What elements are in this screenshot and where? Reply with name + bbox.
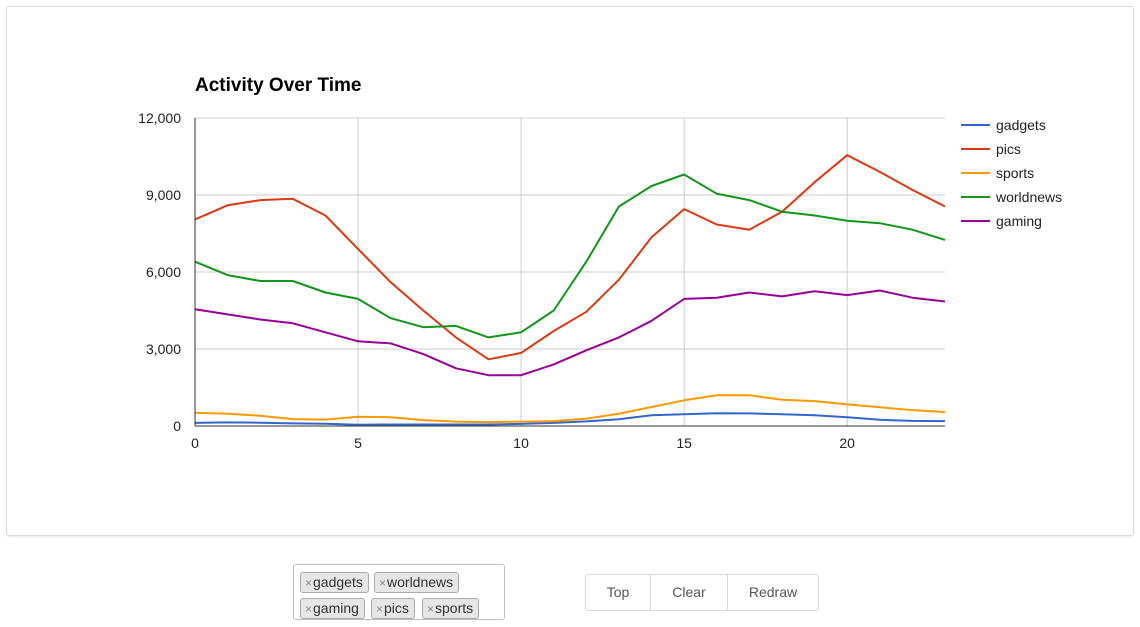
y-tick-label: 6,000: [146, 264, 181, 280]
y-tick-label: 12,000: [138, 110, 181, 126]
y-tick-label: 9,000: [146, 187, 181, 203]
legend-label-sports: sports: [996, 165, 1034, 181]
chart-legend: gadgets pics sports worldnews gaming: [961, 117, 1062, 229]
series-line-worldnews: [194, 173, 946, 339]
subreddit-tag-input[interactable]: ×gadgets ×worldnews ×gaming ×pics ×sport…: [293, 564, 505, 620]
y-tick-label: 0: [173, 418, 181, 434]
remove-tag-icon[interactable]: ×: [379, 576, 387, 590]
activity-chart: 0 3,000 6,000 9,000 12,000 0 5 10 15 20 Activity …: [138, 75, 1062, 451]
series-line-pics: [194, 154, 946, 361]
remove-tag-icon[interactable]: ×: [376, 602, 384, 616]
x-tick-label: 20: [839, 435, 855, 451]
legend-label-pics: pics: [996, 141, 1021, 157]
tag-label: worldnews: [387, 574, 454, 590]
redraw-button[interactable]: Redraw: [748, 584, 798, 600]
series-line-gadgets: [194, 412, 946, 426]
chart-panel: 0 3,000 6,000 9,000 12,000 0 5 10 15 20 Activity …: [6, 6, 1134, 536]
tag-label: gadgets: [313, 574, 363, 590]
remove-tag-icon[interactable]: ×: [305, 602, 313, 616]
chart-axes: 0 3,000 6,000 9,000 12,000 0 5 10 15 20: [138, 110, 945, 451]
tag-gaming[interactable]: ×gaming: [300, 598, 365, 619]
tag-worldnews[interactable]: ×worldnews: [374, 572, 460, 593]
clear-button[interactable]: Clear: [651, 575, 728, 610]
series-line-sports: [194, 394, 946, 424]
chart-title: Activity Over Time: [195, 75, 362, 96]
x-tick-label: 10: [513, 435, 529, 451]
y-tick-label: 3,000: [146, 341, 181, 357]
tag-sports[interactable]: ×sports: [422, 598, 480, 619]
action-button-group: Top Clear Redraw: [585, 574, 819, 611]
remove-tag-icon[interactable]: ×: [427, 602, 435, 616]
tag-gadgets[interactable]: ×gadgets: [300, 572, 369, 593]
series-line-gaming: [194, 289, 946, 377]
x-tick-label: 0: [191, 435, 199, 451]
legend-label-gadgets: gadgets: [996, 117, 1046, 133]
legend-label-gaming: gaming: [996, 213, 1042, 229]
top-button[interactable]: Top: [586, 575, 651, 610]
x-tick-label: 15: [676, 435, 692, 451]
chart-grid: [195, 117, 945, 426]
x-tick-label: 5: [354, 435, 362, 451]
tag-label: sports: [435, 600, 474, 616]
chart-series: [194, 154, 946, 426]
tag-pics[interactable]: ×pics: [371, 598, 415, 619]
tag-label: gaming: [313, 600, 359, 616]
tag-label: pics: [384, 600, 409, 616]
remove-tag-icon[interactable]: ×: [305, 576, 313, 590]
legend-label-worldnews: worldnews: [995, 189, 1062, 205]
